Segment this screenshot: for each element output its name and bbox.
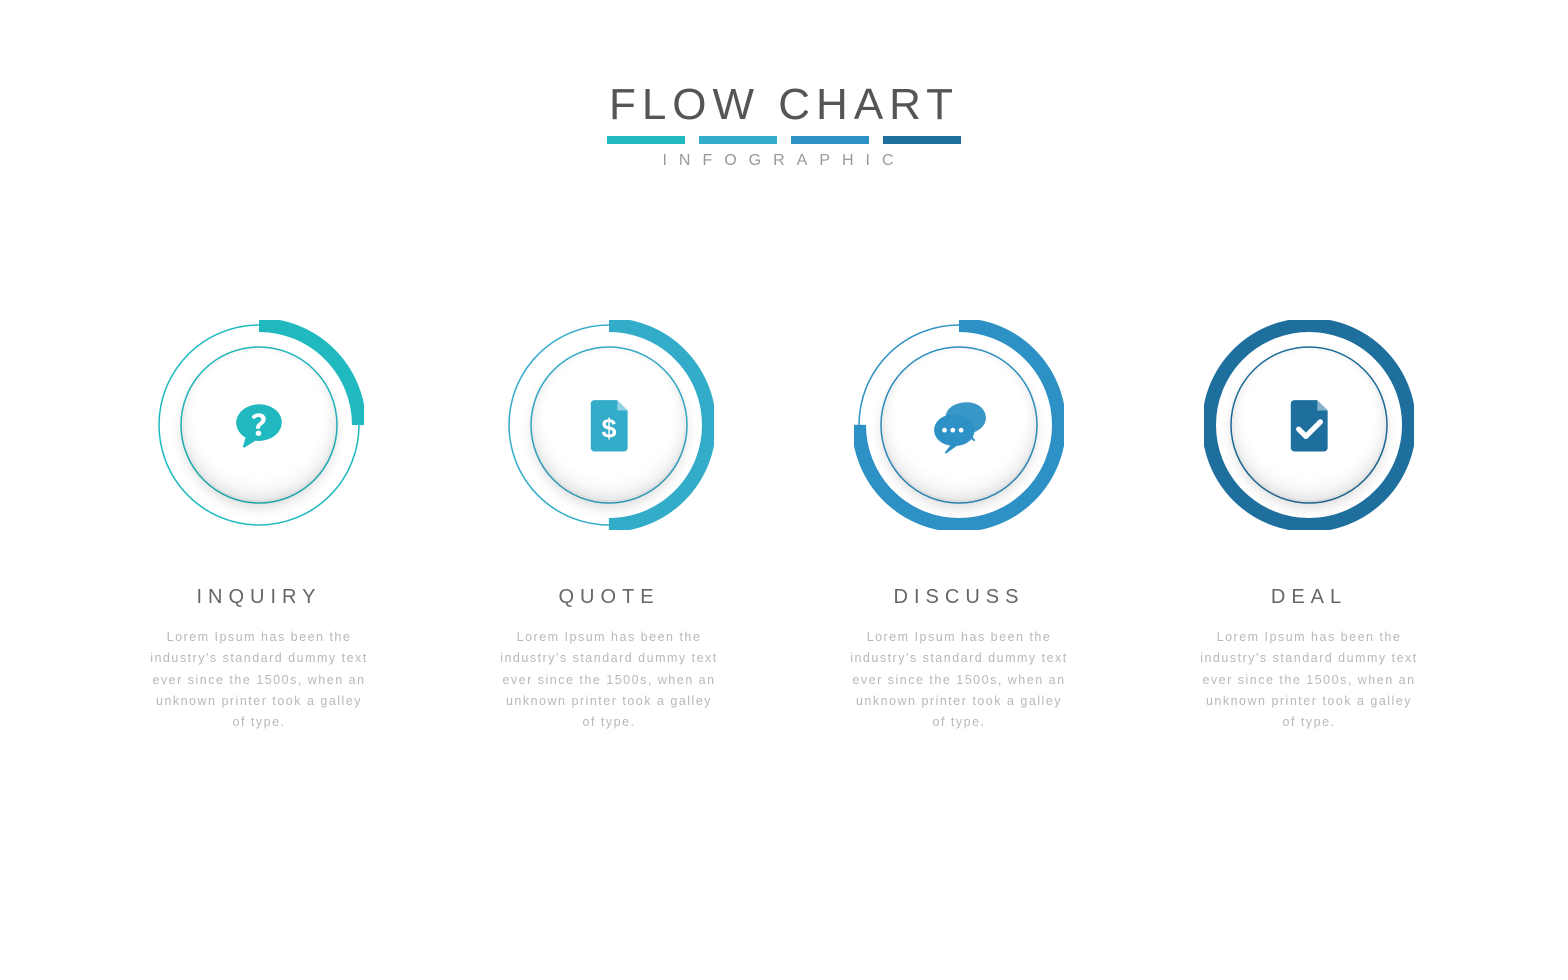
- page-title: FLOW CHART: [607, 80, 961, 130]
- page-subtitle: INFOGRAPHIC: [607, 152, 961, 170]
- accent-bar-4: [883, 136, 961, 144]
- step-description: Lorem Ipsum has been the industry's stan…: [849, 627, 1069, 733]
- step-disc: [184, 350, 334, 500]
- step-description: Lorem Ipsum has been the industry's stan…: [1199, 627, 1419, 733]
- accent-bar-3: [791, 136, 869, 144]
- progress-ring: [1204, 320, 1414, 530]
- step-4: DEAL Lorem Ipsum has been the industry's …: [1189, 320, 1429, 733]
- progress-ring: [154, 320, 364, 530]
- step-disc: [534, 350, 684, 500]
- step-description: Lorem Ipsum has been the industry's stan…: [149, 627, 369, 733]
- step-disc: [884, 350, 1034, 500]
- accent-bar-2: [699, 136, 777, 144]
- dollar-file-icon: [580, 396, 638, 454]
- step-title: QUOTE: [558, 586, 659, 609]
- step-description: Lorem Ipsum has been the industry's stan…: [499, 627, 719, 733]
- chat-bubbles-icon: [930, 396, 988, 454]
- question-bubble-icon: [230, 396, 288, 454]
- accent-bar-1: [607, 136, 685, 144]
- check-file-icon: [1280, 396, 1338, 454]
- step-title: DEAL: [1271, 586, 1347, 609]
- step-disc: [1234, 350, 1384, 500]
- header: FLOW CHART INFOGRAPHIC: [607, 80, 961, 170]
- step-2: QUOTE Lorem Ipsum has been the industry's…: [489, 320, 729, 733]
- step-title: INQUIRY: [197, 586, 322, 609]
- step-3: DISCUSS Lorem Ipsum has been the industry…: [839, 320, 1079, 733]
- step-title: DISCUSS: [894, 586, 1025, 609]
- steps-row: INQUIRY Lorem Ipsum has been the industry…: [139, 320, 1429, 733]
- progress-ring: [504, 320, 714, 530]
- accent-bars: [607, 136, 961, 144]
- progress-ring: [854, 320, 1064, 530]
- step-1: INQUIRY Lorem Ipsum has been the industry…: [139, 320, 379, 733]
